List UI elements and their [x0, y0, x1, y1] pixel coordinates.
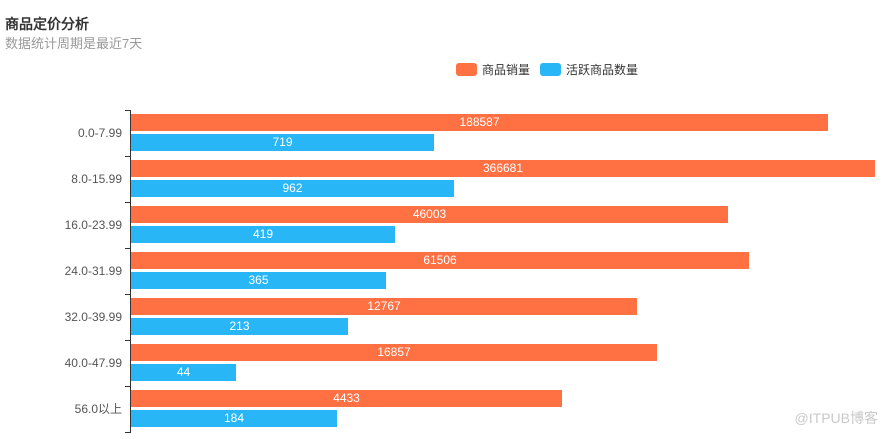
bar-value-label: 12767 [367, 299, 401, 313]
y-axis-tick [125, 156, 130, 157]
y-axis-label: 24.0-31.99 [64, 264, 122, 278]
bar-value-label: 365 [248, 273, 269, 287]
y-axis-tick [125, 110, 130, 111]
bar-value-label: 4433 [333, 391, 360, 405]
bar-active[interactable]: 719 [131, 134, 434, 151]
bar-active[interactable]: 962 [131, 180, 454, 197]
chart-title: 商品定价分析 [5, 16, 89, 32]
y-axis-line [130, 110, 131, 433]
y-axis-tick [125, 386, 130, 387]
bar-sales[interactable]: 366681 [131, 160, 875, 177]
bar-active[interactable]: 419 [131, 226, 395, 243]
y-axis-label: 16.0-23.99 [64, 218, 122, 232]
bar-active[interactable]: 184 [131, 410, 337, 427]
bar-sales[interactable]: 12767 [131, 298, 637, 315]
bar-value-label: 719 [272, 135, 293, 149]
bar-value-label: 962 [282, 181, 303, 195]
bar-value-label: 184 [223, 411, 245, 425]
chart-subtitle: 数据统计周期是最近7天 [5, 36, 143, 51]
legend-item-active[interactable]: 活跃商品数量 [540, 61, 638, 78]
y-axis-tick [125, 248, 130, 249]
legend-swatch-active-icon [540, 63, 562, 76]
y-axis-label: 0.0-7.99 [77, 126, 122, 140]
bar-sales[interactable]: 188587 [131, 114, 828, 131]
y-axis-label: 8.0-15.99 [71, 172, 122, 186]
watermark: @ITPUB博客 [794, 410, 878, 426]
bar-value-label: 44 [176, 365, 191, 379]
y-axis-tick [125, 202, 130, 203]
legend-item-sales[interactable]: 商品销量 [456, 61, 530, 78]
bar-value-label: 188587 [459, 115, 500, 129]
bar-value-label: 366681 [482, 161, 524, 175]
bar-active[interactable]: 213 [131, 318, 348, 335]
bar-value-label: 213 [229, 319, 250, 333]
bar-active[interactable]: 44 [131, 364, 236, 381]
bar-value-label: 61506 [423, 253, 457, 267]
y-axis-label: 40.0-47.99 [64, 356, 122, 370]
y-axis-tick [125, 294, 130, 295]
bar-value-label: 16857 [377, 345, 411, 359]
bar-sales[interactable]: 61506 [131, 252, 749, 269]
bar-sales[interactable]: 4433 [131, 390, 562, 407]
y-axis-tick [125, 340, 130, 341]
bar-value-label: 46003 [412, 207, 447, 221]
legend: 商品销量 活跃商品数量 [456, 61, 638, 78]
bar-active[interactable]: 365 [131, 272, 386, 289]
legend-label-active: 活跃商品数量 [566, 63, 639, 77]
bar-sales[interactable]: 16857 [131, 344, 657, 361]
y-axis-label: 56.0以上 [74, 402, 122, 416]
y-axis-tick [125, 432, 130, 433]
y-axis-label: 32.0-39.99 [64, 310, 122, 324]
legend-label-sales: 商品销量 [482, 63, 531, 77]
bar-sales[interactable]: 46003 [131, 206, 728, 223]
bar-value-label: 419 [252, 227, 274, 241]
legend-swatch-sales-icon [456, 63, 477, 76]
